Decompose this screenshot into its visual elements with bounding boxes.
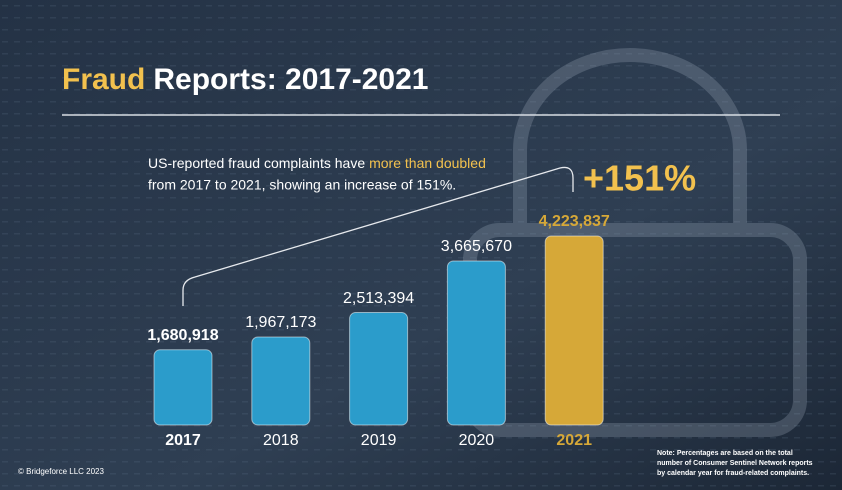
- value-label: 1,967,173: [245, 314, 316, 331]
- bar: [544, 235, 604, 426]
- note: Note: Percentages are based on the total…: [657, 450, 813, 477]
- x-tick-label: 2018: [263, 432, 299, 449]
- x-tick-label: 2021: [556, 432, 592, 449]
- note-line: number of Consumer Sentinel Network repo…: [657, 460, 813, 467]
- subtitle-highlight: more than doubled: [369, 155, 486, 171]
- note-line: by calendar year for fraud-related compl…: [657, 470, 809, 477]
- annotation: +151%: [583, 158, 696, 199]
- subtitle-text: US-reported fraud complaints have: [148, 155, 365, 171]
- bar: [251, 336, 311, 426]
- copyright: © Bridgeforce LLC 2023: [18, 467, 104, 476]
- value-label: 4,223,837: [539, 213, 610, 230]
- value-label: 3,665,670: [441, 238, 512, 255]
- subtitle: US-reported fraud complaints have more th…: [148, 155, 486, 171]
- value-label: 2,513,394: [343, 290, 414, 307]
- title-highlight: Fraud: [62, 63, 145, 96]
- bar: [349, 312, 409, 426]
- x-tick-label: 2020: [459, 432, 495, 449]
- note-line: Note: Percentages are based on the total: [657, 450, 793, 457]
- x-tick-label: 2017: [165, 432, 201, 449]
- bar: [446, 260, 506, 426]
- title-text: Reports: 2017-2021: [153, 63, 428, 96]
- x-tick-label: 2019: [361, 432, 397, 449]
- bar: [153, 349, 213, 426]
- subtitle-text: from 2017 to 2021, showing an increase o…: [148, 177, 456, 193]
- bracket: [182, 166, 574, 306]
- value-label: 1,680,918: [147, 327, 218, 344]
- chart-title: Fraud Reports: 2017-2021: [62, 63, 429, 96]
